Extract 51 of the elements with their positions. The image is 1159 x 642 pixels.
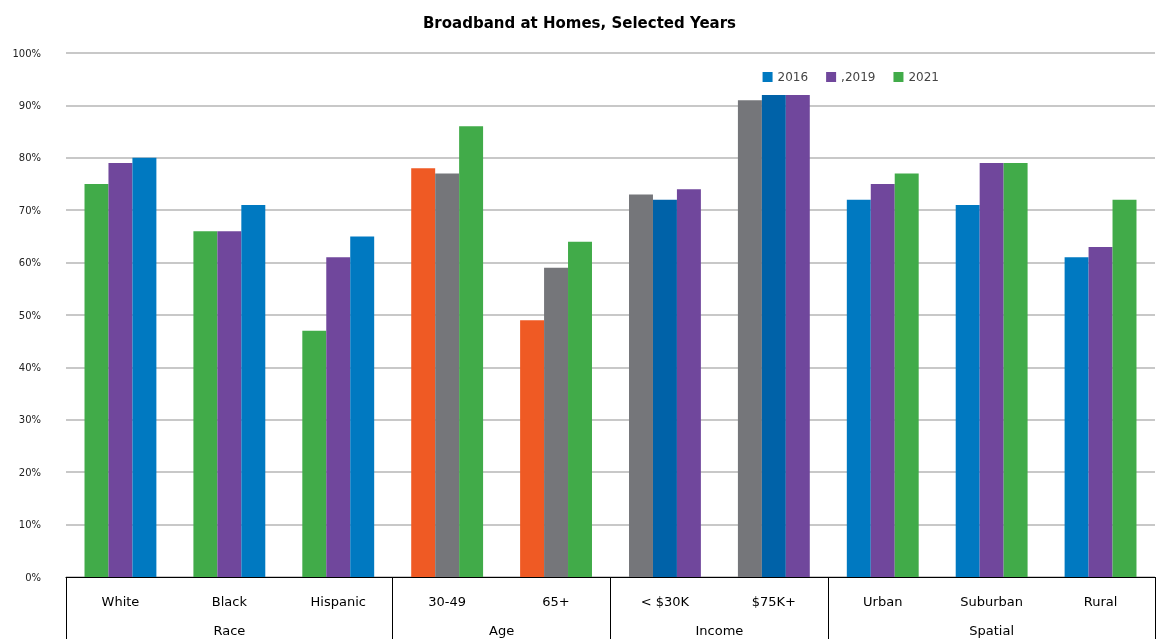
bar [544, 267, 569, 577]
text: Spatial [969, 622, 1015, 638]
y-tick-label: 50% [18, 309, 41, 321]
y-tick-label: 10% [18, 519, 41, 531]
bar [761, 94, 786, 577]
bar [737, 100, 762, 577]
bar [652, 199, 677, 577]
legend-label: ,2019 [841, 70, 876, 84]
x-tick-label: White [101, 594, 140, 609]
bar [520, 320, 545, 577]
bar [870, 184, 895, 577]
x-tick-label: 30-49 [428, 594, 467, 609]
x-tick-label: Urban [863, 594, 903, 609]
bar [955, 204, 980, 577]
bar [846, 199, 871, 577]
bar [1003, 163, 1028, 577]
legend-label: 2021 [908, 70, 940, 84]
bar [979, 163, 1004, 577]
y-tick-label: 100% [12, 47, 41, 59]
bar [629, 194, 653, 577]
chart-title: Broadband at Homes, Selected Years [422, 13, 737, 32]
y-tick-label: 80% [18, 152, 41, 164]
y-tick-label: 90% [18, 99, 41, 111]
x-tick-label: $75K+ [751, 594, 796, 609]
text: Race [213, 622, 246, 638]
bar [1088, 246, 1113, 577]
x-tick-label: Hispanic [310, 594, 366, 609]
text: Income [695, 622, 744, 638]
x-tick-label: Suburban [960, 594, 1024, 609]
y-tick-label: 30% [18, 414, 41, 426]
x-tick-label: < $30K [640, 594, 690, 609]
y-tick-label: 20% [18, 466, 41, 478]
bar [459, 126, 484, 577]
bar [1112, 199, 1137, 577]
bar [435, 173, 460, 577]
bar [411, 168, 436, 577]
y-tick-label: 40% [18, 361, 41, 373]
legend-label: 2016 [777, 70, 809, 84]
x-tick-label: Black [211, 594, 248, 609]
bar [894, 173, 919, 577]
text: Age [489, 622, 515, 638]
x-tick-label: 65+ [542, 594, 570, 609]
y-tick-label: 60% [18, 257, 41, 269]
bar [326, 257, 351, 577]
y-tick-label: 0% [25, 571, 41, 583]
x-tick-label: Rural [1083, 594, 1118, 609]
bar [108, 163, 133, 577]
bar [1064, 257, 1089, 577]
bar [217, 231, 242, 577]
bar [568, 241, 592, 577]
y-tick-label: 70% [18, 204, 41, 216]
